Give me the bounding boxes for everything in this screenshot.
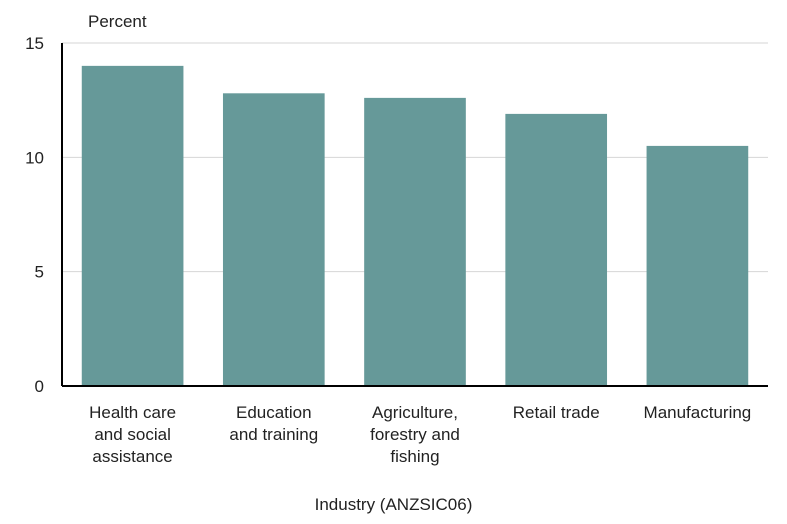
- x-tick-label: Agriculture, forestry and fishing: [370, 403, 460, 466]
- y-tick-label: 5: [35, 263, 44, 282]
- bar: [505, 113, 608, 387]
- y-tick-label: 10: [25, 148, 44, 167]
- y-axis-title: Percent: [88, 12, 147, 31]
- x-tick-labels: Health care and social assistance Education…: [89, 403, 751, 466]
- y-tick-label: 15: [25, 34, 44, 53]
- y-tick-labels: 0 5 10 15: [25, 34, 44, 396]
- x-tick-label: Health care and social assistance: [89, 403, 176, 466]
- x-axis-title: Industry (ANZSIC06): [314, 495, 473, 514]
- x-tick-label: Education and training: [229, 403, 318, 444]
- bars: [81, 65, 749, 387]
- x-tick-label: Manufacturing: [644, 403, 752, 422]
- y-tick-label: 0: [35, 377, 44, 396]
- x-tick-label: Retail trade: [513, 403, 600, 422]
- bar: [81, 65, 184, 386]
- bar: [646, 145, 749, 386]
- bar: [222, 93, 325, 386]
- bar: [364, 97, 466, 386]
